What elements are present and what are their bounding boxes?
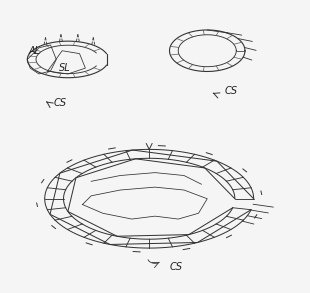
Text: CS: CS — [225, 86, 238, 96]
Text: SL: SL — [59, 63, 71, 73]
Text: CS: CS — [170, 262, 183, 272]
Text: AL: AL — [29, 46, 41, 56]
Text: CS: CS — [53, 98, 67, 108]
